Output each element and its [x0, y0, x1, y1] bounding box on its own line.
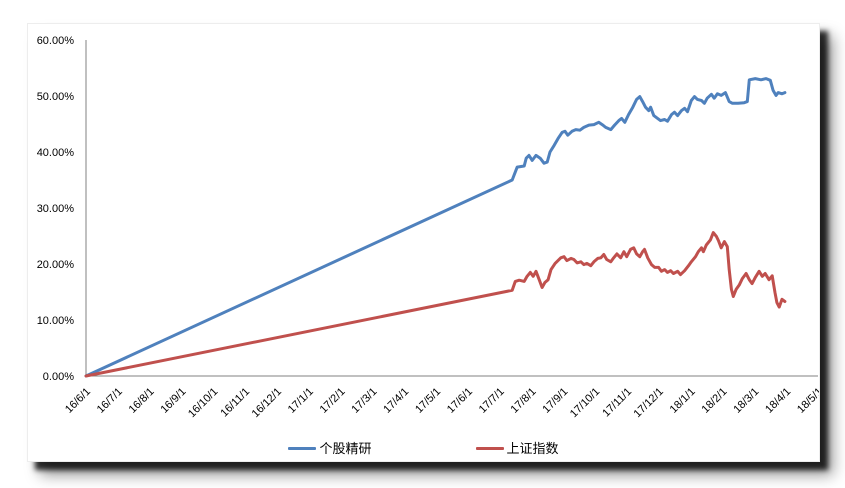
- x-axis-tick-label: 18/3/1: [731, 386, 761, 416]
- x-axis-tick-label: 18/2/1: [700, 386, 730, 416]
- x-axis-tick-label: 17/9/1: [540, 386, 570, 416]
- x-axis-tick-label: 16/7/1: [95, 386, 125, 416]
- x-axis-tick-label: 17/7/1: [477, 386, 507, 416]
- x-axis-tick-label: 17/2/1: [318, 386, 348, 416]
- line-chart: 0.00% 10.00% 20.00% 30.00% 40.00% 50.00% 60.00…: [37, 35, 819, 420]
- y-axis-tick-label: 10.00%: [37, 315, 75, 327]
- x-axis-tick-label: 17/11/1: [600, 386, 634, 420]
- blue-line-swatch-icon: [288, 447, 317, 450]
- x-axis-tick-label: 17/6/1: [445, 386, 475, 416]
- x-axis-tick-label: 18/5/1: [795, 386, 819, 416]
- x-axis-tick-label: 16/11/1: [218, 386, 252, 420]
- x-axis-tick-label: 17/12/1: [632, 386, 666, 420]
- y-axis-tick-label: 0.00%: [43, 371, 74, 383]
- legend-label: 个股精研: [319, 441, 372, 456]
- series-blue-line: [84, 77, 787, 378]
- x-axis-tick-label: 17/8/1: [509, 386, 539, 416]
- legend-item-shanghai-index: 上证指数: [475, 441, 559, 456]
- x-axis-tick-label: 17/4/1: [381, 386, 411, 416]
- x-axis-tick-label: 17/1/1: [286, 386, 316, 416]
- y-axis-tick-label: 20.00%: [37, 259, 75, 271]
- x-axis-tick-label: 17/3/1: [349, 386, 379, 416]
- x-axis-tick-label: 16/6/1: [63, 386, 93, 416]
- legend-item-stock-research: 个股精研: [288, 441, 372, 456]
- x-axis-tick-label: 16/9/1: [158, 386, 188, 416]
- y-axis-tick-label: 50.00%: [37, 91, 75, 103]
- legend-label: 上证指数: [506, 441, 559, 456]
- y-axis-tick-label: 60.00%: [37, 35, 75, 47]
- x-axis-tick-label: 17/5/1: [413, 386, 443, 416]
- x-axis-tick-label: 18/4/1: [763, 386, 793, 416]
- series-red-line: [84, 231, 787, 378]
- x-axis-tick-label: 16/8/1: [127, 386, 157, 416]
- chart-panel: 0.00% 10.00% 20.00% 30.00% 40.00% 50.00% 60.00…: [27, 23, 820, 462]
- x-axis-tick-label: 18/1/1: [668, 386, 698, 416]
- red-line-swatch-icon: [475, 447, 504, 450]
- x-axis-tick-label: 16/12/1: [250, 386, 284, 420]
- chart-legend: 个股精研 上证指数: [28, 442, 819, 455]
- x-axis-tick-label: 17/10/1: [568, 386, 602, 420]
- y-axis-tick-label: 30.00%: [37, 203, 75, 215]
- y-axis-tick-label: 40.00%: [37, 147, 75, 159]
- x-axis-tick-label: 16/10/1: [186, 386, 220, 420]
